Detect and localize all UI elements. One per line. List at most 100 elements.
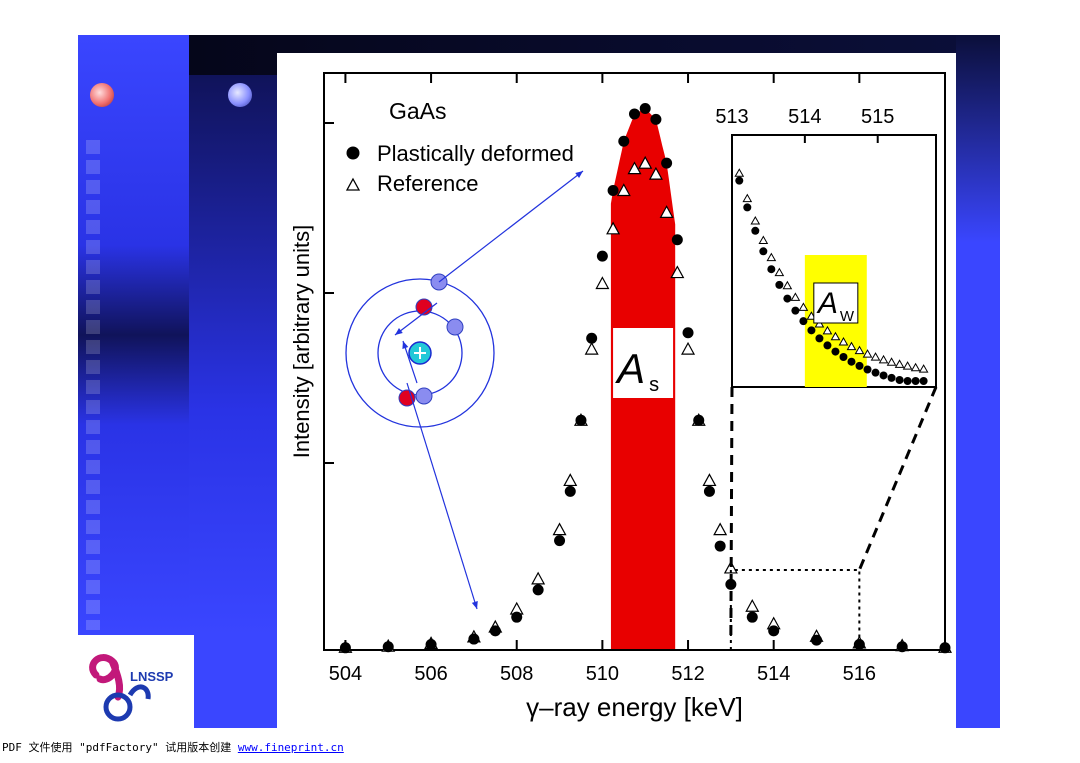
deformed-point [811,634,823,646]
inset-reference-point [830,331,841,341]
reference-point [638,155,653,169]
deformed-point [639,102,651,114]
inset-deformed-point [831,347,840,356]
inset-deformed-point [855,361,864,370]
deformed-point [671,234,683,246]
footer-watermark: PDF 文件使用 "pdfFactory" 试用版本创建 www.finepri… [2,739,344,755]
legend-marker-deformed [346,146,360,160]
inset-deformed-point [871,368,880,377]
inset-deformed-point [879,371,888,380]
electron-dot [415,387,433,405]
inset-reference-point [782,280,793,290]
inset-tick-label: 514 [788,106,821,128]
reference-point [552,522,567,536]
inset-deformed-point [839,352,848,361]
footer-text: PDF 文件使用 "pdfFactory" 试用版本创建 [2,741,238,754]
inset-deformed-point [735,176,744,185]
arrow-inward [394,302,438,336]
deformed-point [607,185,619,197]
reference-point [531,571,546,585]
inset-deformed-point [887,373,896,382]
inset-plot: 513 514 515 [715,106,938,650]
deformed-point [746,611,758,623]
inset-deformed-point [895,375,904,384]
inset-reference-point [734,168,745,177]
inset-reference-point [750,215,761,225]
deformed-point [714,540,726,552]
inset-deformed-point [807,326,816,335]
x-tick-label: 516 [843,663,876,685]
inset-deformed-point [903,377,912,385]
x-tick-label: 510 [586,663,619,685]
aw-label-letter: A [816,287,838,320]
inset-reference-point [878,354,889,364]
legend-label-reference: Reference [377,171,479,196]
inset-deformed-point [775,280,784,289]
inset-deformed-point [863,365,872,374]
deformed-point [468,633,480,645]
inset-reference-point [854,345,865,355]
inset-reference-point [798,302,809,311]
inset-reference-point [790,292,801,301]
deformed-point [693,414,705,426]
deformed-point [629,108,640,120]
x-tick-label: 512 [671,663,704,685]
inset-deformed-point [799,317,808,326]
as-label-letter: A [614,345,645,392]
inset-reference-point [846,341,857,351]
inset-reference-point [822,325,833,335]
middle-decor-band [189,75,277,635]
inset-reference-point [862,349,873,358]
reference-point [606,221,621,235]
deformed-point [703,485,715,497]
emblem-icon-red [90,83,114,107]
emblem-icon-blue [228,83,252,107]
inset-deformed-point [791,306,800,315]
footer-link[interactable]: www.fineprint.cn [237,741,344,754]
deformed-point [853,639,865,651]
inset-reference-point [774,267,785,277]
reference-point [616,183,631,197]
deformed-point [489,625,501,637]
aw-label-subscript: W [840,308,855,325]
inset-deformed-point [767,265,776,274]
reference-point [595,276,610,290]
inset-tick-label: 513 [715,106,748,128]
positron-dot [398,389,416,407]
deformed-point [939,642,951,654]
deformed-point [896,641,908,653]
x-tick-label: 508 [500,663,533,685]
nucleus-plus [414,347,426,359]
arrow-to-peak-head [575,171,583,178]
arrow-up-head [402,341,409,349]
arrow-inward-head [395,328,403,335]
inset-reference-point [918,364,929,373]
inset-deformed-point [847,357,856,366]
arrow-to-tail-head [471,601,478,609]
legend-label-deformed: Plastically deformed [377,141,574,166]
deformed-point [586,332,598,344]
inset-reference-point [894,359,905,368]
deformed-point [768,625,780,637]
as-label-subscript: s [649,374,659,396]
deformed-point [339,642,351,654]
inset-deformed-point [911,377,920,385]
x-tick-label: 506 [414,663,447,685]
arrow-to-tail [406,382,478,610]
logo-text: LNSSP [130,669,174,684]
x-tick-label: 504 [329,663,362,685]
legend-marker-reference [345,177,361,191]
inset-reference-point [814,319,825,328]
inset-deformed-point [823,341,832,350]
plot-frame [323,72,946,651]
y-axis-label: Intensity [arbitrary units] [289,225,314,459]
reference-point [681,341,696,355]
arrow-to-peak [438,170,584,283]
left-decor-bar [78,35,189,635]
lnssp-logo: LNSSP [78,635,194,728]
arrow-up [402,340,418,384]
deformed-point [596,250,608,262]
inset-reference-point [838,336,849,346]
